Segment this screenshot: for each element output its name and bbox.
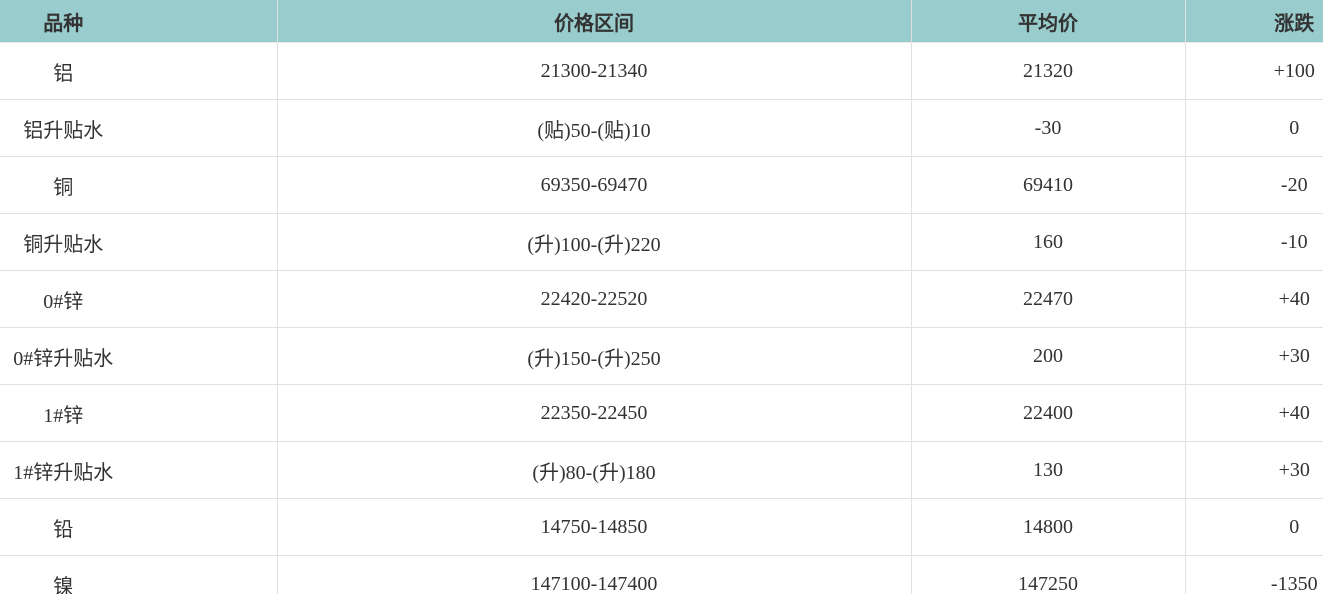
cell-change: 0 <box>1185 99 1323 157</box>
cell-variety: 铜 <box>0 156 278 214</box>
cell-change: +40 <box>1185 270 1323 328</box>
cell-price-range: 22420-22520 <box>277 270 912 328</box>
cell-variety: 1#锌 <box>0 384 278 442</box>
cell-price-range: 14750-14850 <box>277 498 912 556</box>
table-row: 铅 14750-14850 14800 0 <box>0 498 1323 556</box>
cell-change: +40 <box>1185 384 1323 442</box>
cell-average-price: -30 <box>911 99 1186 157</box>
cell-average-price: 21320 <box>911 42 1186 100</box>
cell-variety: 铜升贴水 <box>0 213 278 271</box>
cell-change: -20 <box>1185 156 1323 214</box>
table-row: 镍 147100-147400 147250 -1350 <box>0 555 1323 594</box>
column-header-price-range: 价格区间 <box>277 0 912 43</box>
cell-average-price: 22400 <box>911 384 1186 442</box>
cell-price-range: (升)80-(升)180 <box>277 441 912 499</box>
cell-variety: 铝升贴水 <box>0 99 278 157</box>
cell-average-price: 130 <box>911 441 1186 499</box>
cell-price-range: 22350-22450 <box>277 384 912 442</box>
cell-change: +100 <box>1185 42 1323 100</box>
table-row: 铜 69350-69470 69410 -20 <box>0 156 1323 214</box>
cell-variety: 铅 <box>0 498 278 556</box>
cell-change: -1350 <box>1185 555 1323 594</box>
cell-change: +30 <box>1185 441 1323 499</box>
column-header-average-price: 平均价 <box>911 0 1186 43</box>
table-row: 铜升贴水 (升)100-(升)220 160 -10 <box>0 213 1323 271</box>
cell-price-range: (贴)50-(贴)10 <box>277 99 912 157</box>
table-row: 0#锌升贴水 (升)150-(升)250 200 +30 <box>0 327 1323 385</box>
cell-average-price: 160 <box>911 213 1186 271</box>
cell-change: 0 <box>1185 498 1323 556</box>
table-row: 0#锌 22420-22520 22470 +40 <box>0 270 1323 328</box>
cell-change: -10 <box>1185 213 1323 271</box>
cell-variety: 1#锌升贴水 <box>0 441 278 499</box>
cell-change: +30 <box>1185 327 1323 385</box>
cell-average-price: 22470 <box>911 270 1186 328</box>
table-row: 铝升贴水 (贴)50-(贴)10 -30 0 <box>0 99 1323 157</box>
cell-average-price: 14800 <box>911 498 1186 556</box>
cell-price-range: 147100-147400 <box>277 555 912 594</box>
cell-price-range: 21300-21340 <box>277 42 912 100</box>
cell-price-range: 69350-69470 <box>277 156 912 214</box>
cell-variety: 0#锌 <box>0 270 278 328</box>
header-row: 品种 价格区间 平均价 涨跌 <box>0 0 1323 43</box>
cell-average-price: 200 <box>911 327 1186 385</box>
cell-average-price: 69410 <box>911 156 1186 214</box>
cell-variety: 镍 <box>0 555 278 594</box>
cell-average-price: 147250 <box>911 555 1186 594</box>
cell-price-range: (升)100-(升)220 <box>277 213 912 271</box>
column-header-variety: 品种 <box>0 0 278 43</box>
cell-variety: 铝 <box>0 42 278 100</box>
table-row: 1#锌升贴水 (升)80-(升)180 130 +30 <box>0 441 1323 499</box>
column-header-change: 涨跌 <box>1185 0 1323 43</box>
table-row: 铝 21300-21340 21320 +100 <box>0 42 1323 100</box>
table-row: 1#锌 22350-22450 22400 +40 <box>0 384 1323 442</box>
cell-price-range: (升)150-(升)250 <box>277 327 912 385</box>
cell-variety: 0#锌升贴水 <box>0 327 278 385</box>
